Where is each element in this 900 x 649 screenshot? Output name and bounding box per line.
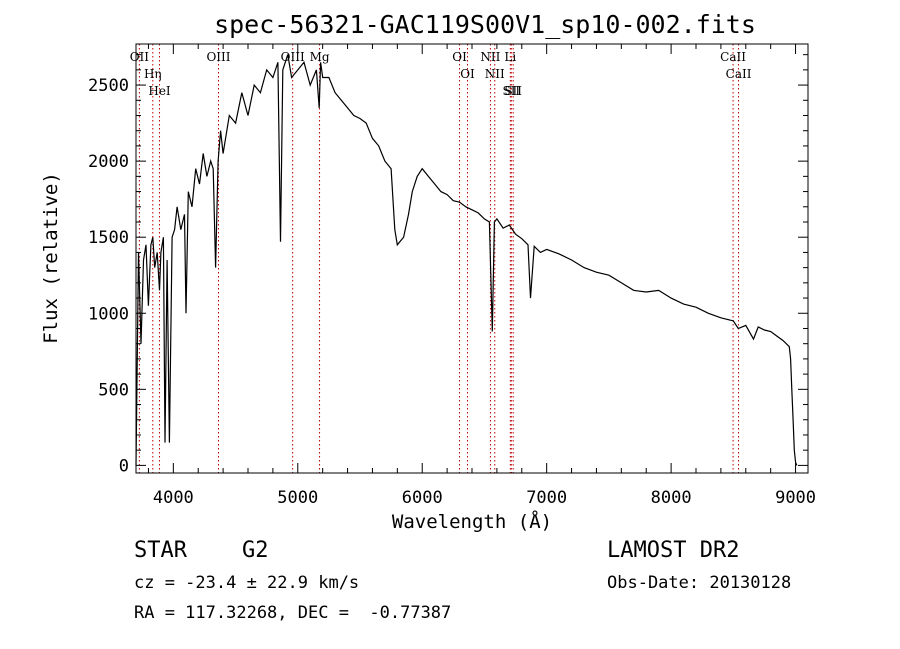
survey-name: LAMOST DR2 [607, 538, 740, 563]
x-tick-label: 5000 [277, 488, 318, 508]
x-tick-label: 7000 [526, 488, 567, 508]
line-marker-label: NII [480, 50, 500, 64]
x-tick-label: 9000 [775, 488, 816, 508]
y-tick-label: 1500 [88, 228, 129, 248]
y-tick-label: 0 [119, 456, 129, 476]
object-subclass: G2 [242, 538, 269, 563]
y-tick-label: 500 [98, 380, 129, 400]
line-marker-label: Li [504, 50, 516, 64]
line-marker-label: OIII [206, 50, 230, 64]
line-marker-label: OII [130, 50, 150, 64]
line-marker-label: Hη [144, 67, 162, 81]
x-tick-label: 4000 [153, 488, 194, 508]
redshift-value: cz = -23.4 ± 22.9 km/s [134, 573, 360, 593]
y-tick-label: 2000 [88, 152, 129, 172]
y-axis-label: Flux (relative) [40, 172, 62, 344]
line-marker-label: NII [485, 67, 505, 81]
line-marker-label: CaII [726, 67, 752, 81]
line-marker-label: OI [452, 50, 467, 64]
y-tick-label: 2500 [88, 76, 129, 96]
y-axis: 0 500 1000 1500 2000 2500 [88, 54, 808, 476]
x-axis-label: Wavelength (Å) [392, 510, 552, 533]
line-marker-label: SII [502, 84, 520, 98]
line-marker-label: OIII [281, 50, 305, 64]
plot-frame [135, 43, 809, 474]
x-axis: 4000 5000 6000 7000 8000 9000 [147, 44, 816, 508]
object-class: STAR [134, 538, 187, 563]
observation-date: Obs-Date: 20130128 [607, 573, 792, 593]
y-tick-label: 1000 [88, 304, 129, 324]
line-marker-label: OI [460, 67, 475, 81]
line-marker-label: HeI [148, 84, 171, 98]
line-markers [138, 44, 740, 473]
spectrum-line [135, 54, 798, 466]
chart-title: spec-56321-GAC119S00V1_sp10-002.fits [214, 10, 756, 39]
line-marker-label: Mg [310, 50, 330, 64]
x-tick-label: 8000 [651, 488, 692, 508]
line-marker-label: CaII [720, 50, 746, 64]
line-marker-label: SII [504, 84, 522, 98]
x-tick-label: 6000 [402, 488, 443, 508]
coordinates: RA = 117.32268, DEC = -0.77387 [134, 603, 452, 623]
